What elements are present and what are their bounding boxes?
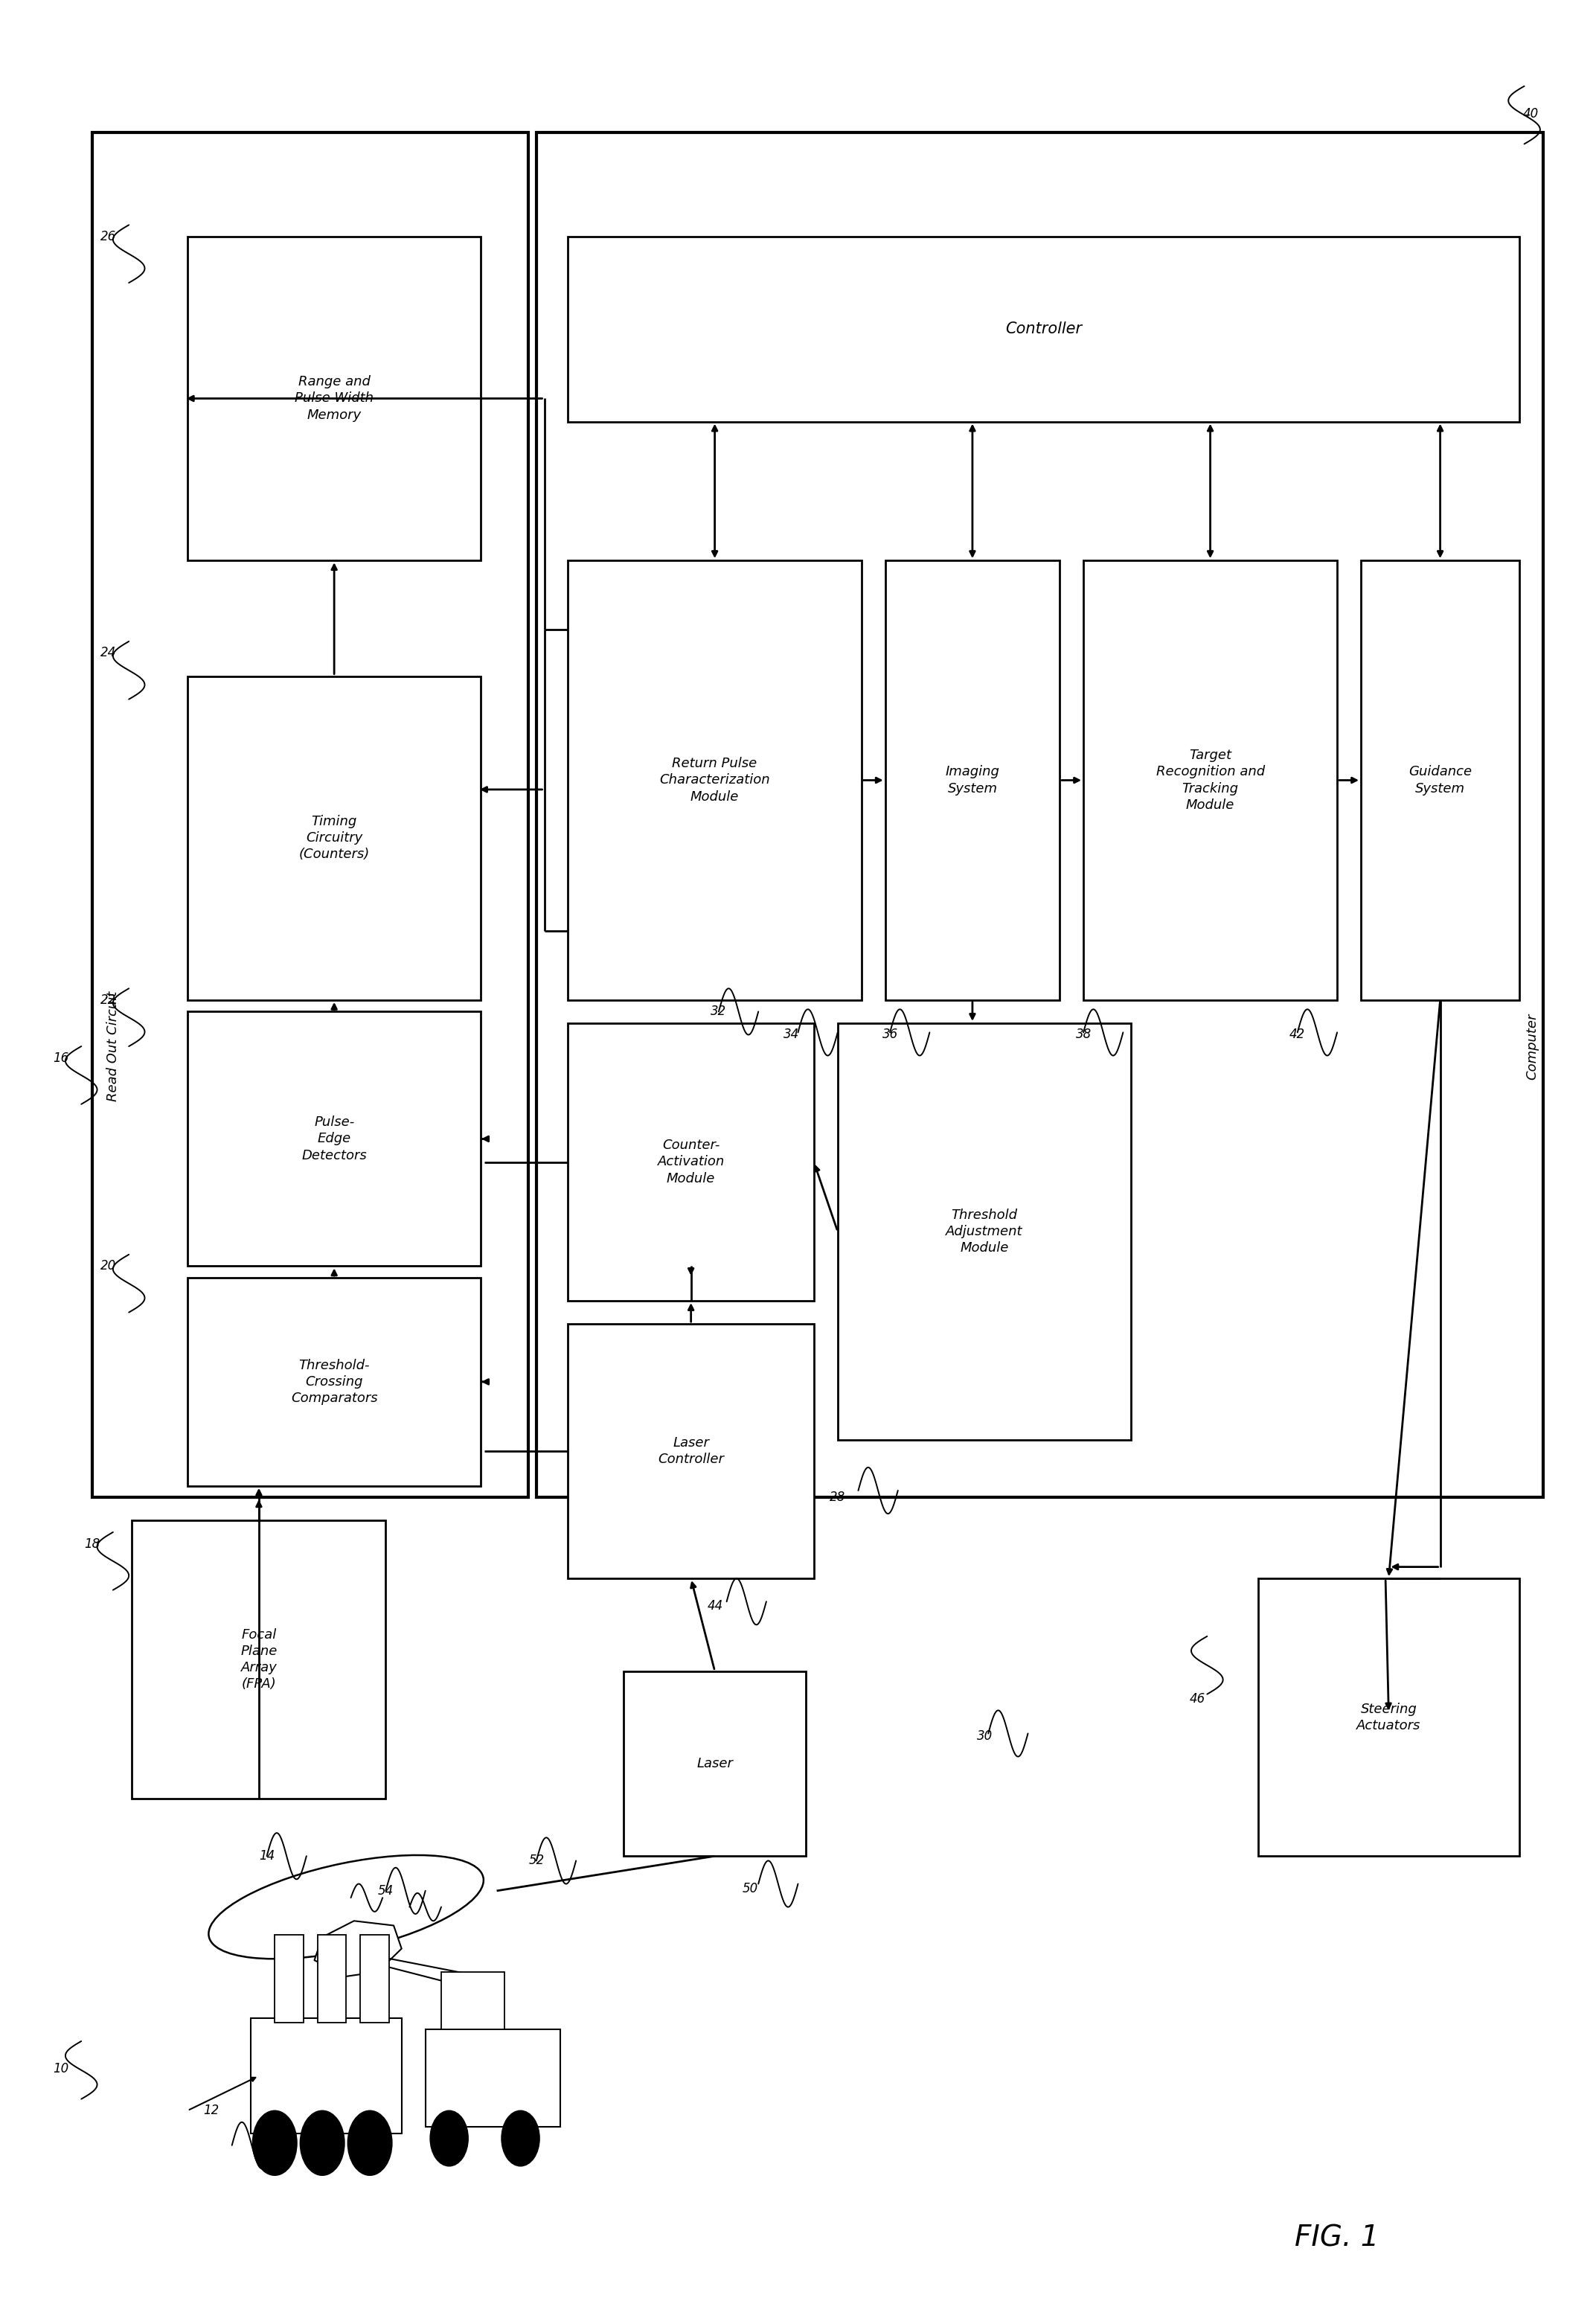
Text: 14: 14 [259,1850,275,1864]
Bar [1361,560,1519,999]
Bar [187,237,480,560]
Bar [187,1278,480,1485]
Text: 40: 40 [1523,107,1539,121]
Circle shape [300,2110,345,2175]
Bar [568,1023,814,1301]
Text: Target
Recognition and
Tracking
Module: Target Recognition and Tracking Module [1156,748,1264,811]
Text: 42: 42 [1290,1027,1306,1041]
Text: 18: 18 [85,1536,101,1550]
Bar [440,1971,504,2029]
Bar [1258,1578,1519,1857]
Text: Laser: Laser [696,1757,733,1771]
Circle shape [431,2110,468,2166]
Text: Return Pulse
Characterization
Module: Return Pulse Characterization Module [659,758,769,804]
Text: 38: 38 [1076,1027,1092,1041]
Text: Read Out Circuit: Read Out Circuit [107,990,120,1102]
Text: Computer: Computer [1526,1013,1539,1081]
Text: Threshold
Adjustment
Module: Threshold Adjustment Module [946,1208,1023,1255]
Text: Timing
Circuitry
(Counters): Timing Circuitry (Counters) [298,816,370,862]
Bar [132,1520,386,1799]
Text: Range and
Pulse Width
Memory: Range and Pulse Width Memory [295,374,373,421]
Text: 12: 12 [203,2103,219,2117]
Bar [568,1325,814,1578]
Text: Focal
Plane
Array
(FPA): Focal Plane Array (FPA) [241,1627,278,1692]
Circle shape [501,2110,539,2166]
Bar [275,1936,303,2022]
Text: 28: 28 [830,1490,846,1504]
Circle shape [252,2110,297,2175]
Text: Counter-
Activation
Module: Counter- Activation Module [658,1139,725,1185]
Bar [624,1671,806,1857]
Text: 46: 46 [1189,1692,1205,1706]
Text: Controller: Controller [1005,321,1082,337]
Bar [426,2029,560,2126]
Text: 54: 54 [378,1885,394,1896]
Text: 10: 10 [53,2061,69,2075]
Text: Steering
Actuators: Steering Actuators [1357,1701,1420,1731]
Circle shape [348,2110,393,2175]
Bar [187,1011,480,1267]
Text: 24: 24 [101,646,117,660]
Polygon shape [314,1922,402,1975]
Text: 22: 22 [101,992,117,1006]
Text: Threshold-
Crossing
Comparators: Threshold- Crossing Comparators [290,1360,378,1406]
Text: Laser
Controller: Laser Controller [658,1436,725,1466]
Bar [93,132,528,1497]
Text: 50: 50 [742,1882,758,1894]
Text: 16: 16 [53,1050,69,1064]
Text: Pulse-
Edge
Detectors: Pulse- Edge Detectors [302,1116,367,1162]
Bar [318,1936,346,2022]
Bar [886,560,1060,999]
Bar [568,237,1519,421]
Text: 52: 52 [528,1855,544,1868]
Text: 34: 34 [784,1027,800,1041]
Text: 32: 32 [710,1004,726,1018]
Text: 44: 44 [707,1599,723,1613]
Bar [187,676,480,999]
Bar [536,132,1543,1497]
Bar [568,560,862,999]
Bar [838,1023,1132,1439]
Text: 26: 26 [101,230,117,244]
Text: Imaging
System: Imaging System [945,765,999,795]
Bar [361,1936,389,2022]
Text: FIG. 1: FIG. 1 [1294,2224,1379,2252]
Text: 36: 36 [883,1027,899,1041]
Text: 20: 20 [101,1260,117,1274]
Text: Guidance
System: Guidance System [1409,765,1472,795]
Bar [1084,560,1337,999]
Text: 30: 30 [977,1729,993,1743]
Bar [251,2017,402,2133]
